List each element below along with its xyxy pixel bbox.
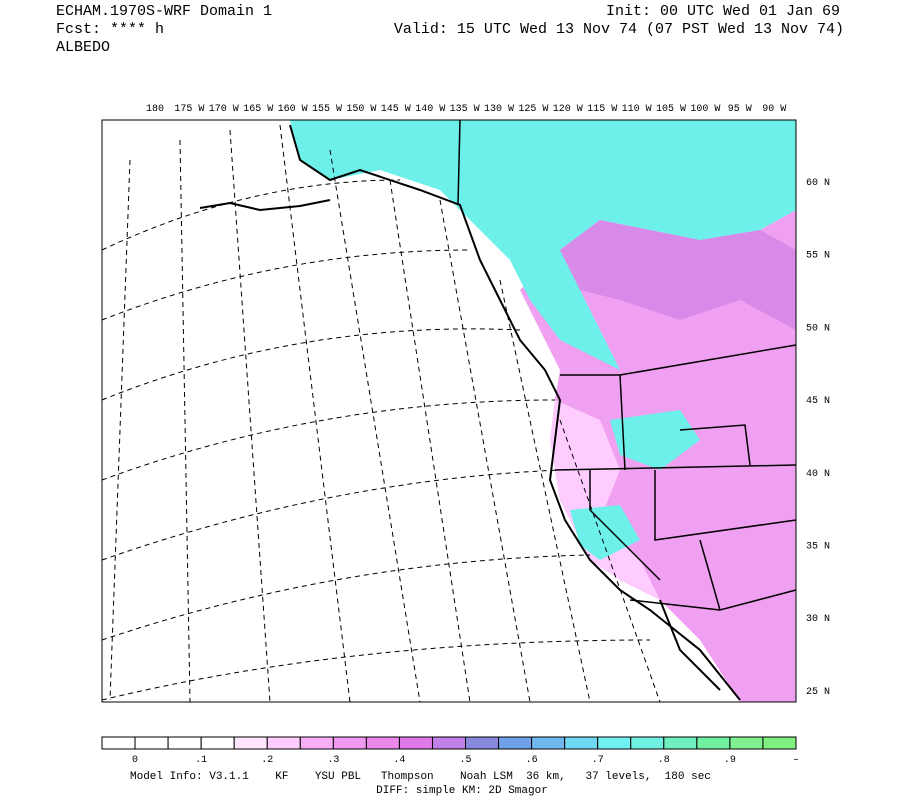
latitude-label: 35 N: [806, 542, 830, 553]
colorbar-box: [663, 736, 698, 750]
longitude-label: 155 W: [312, 104, 342, 115]
colorbar-box: [299, 736, 334, 750]
longitude-label: 130 W: [484, 104, 514, 115]
model-info: Model Info: V3.1.1 KF YSU PBL Thompson N…: [130, 771, 711, 783]
latitude-label: 30 N: [806, 614, 830, 625]
colorbar-box: [630, 736, 665, 750]
longitude-label: 100 W: [690, 104, 720, 115]
latitude-label: 50 N: [806, 323, 830, 334]
colorbar-label: .9: [724, 755, 736, 766]
latitude-label: 40 N: [806, 469, 830, 480]
colorbar-box: [531, 736, 566, 750]
light-pink-region: [550, 400, 660, 600]
longitude-label: 140 W: [415, 104, 445, 115]
colorbar-box: [762, 736, 797, 750]
longitude-label: 145 W: [381, 104, 411, 115]
graticule: [101, 124, 661, 703]
colorbar-box: [431, 736, 467, 750]
cyan-patch: [610, 410, 700, 470]
longitude-label: 115 W: [587, 104, 617, 115]
cyan-region: [290, 120, 796, 370]
longitude-label: 150 W: [346, 104, 376, 115]
colorbar-label: –: [793, 755, 799, 766]
colorbar-box: [465, 736, 500, 750]
colorbar-label: .4: [393, 755, 405, 766]
title: ECHAM.1970S-WRF Domain 1: [56, 3, 272, 20]
map-area: [101, 119, 797, 703]
longitude-label: 120 W: [553, 104, 583, 115]
valid-time: Valid: 15 UTC Wed 13 Nov 74 (07 PST Wed …: [394, 21, 844, 38]
colorbar-label: .3: [327, 755, 339, 766]
longitude-label: 110 W: [622, 104, 652, 115]
latitude-label: 25 N: [806, 687, 830, 698]
longitude-label: 125 W: [518, 104, 548, 115]
cyan-patch: [570, 505, 640, 560]
colorbar-box: [101, 736, 136, 750]
colorbar-box: [233, 736, 268, 750]
colorbar-label: .5: [460, 755, 472, 766]
latitude-label: 55 N: [806, 251, 830, 262]
longitude-label: 105 W: [656, 104, 686, 115]
longitude-label: 175 W: [174, 104, 204, 115]
longitude-label: 170 W: [209, 104, 239, 115]
longitude-label: 180: [146, 104, 164, 115]
colorbar-label: 0: [132, 755, 138, 766]
longitude-label: 95 W: [728, 104, 752, 115]
longitude-label: 165 W: [243, 104, 273, 115]
colorbar-box: [696, 736, 731, 750]
colorbar-label: .6: [526, 755, 538, 766]
colorbar-label: .2: [261, 755, 273, 766]
colorbar-box: [729, 736, 764, 750]
field-name: ALBEDO: [56, 39, 110, 56]
latitude-label: 60 N: [806, 178, 830, 189]
forecast: Fcst: **** h: [56, 21, 164, 38]
latitude-labels: 60 N 55 N 50 N 45 N 40 N 35 N 30 N 25 N: [806, 178, 830, 698]
longitude-label: 90 W: [762, 104, 786, 115]
colorbar-box: [398, 736, 433, 750]
colorbar-box: [564, 736, 599, 750]
colorbar-box: [498, 736, 533, 750]
colorbar-label: .7: [592, 755, 604, 766]
map-frame: [101, 119, 797, 703]
colorbar-box: [134, 736, 169, 750]
colorbar-label: .8: [658, 755, 670, 766]
purple-region: [560, 220, 796, 330]
longitude-label: 135 W: [450, 104, 480, 115]
diff-info: DIFF: simple KM: 2D Smagor: [376, 785, 548, 797]
borders: [457, 119, 797, 611]
colorbar-box: [200, 736, 235, 750]
colorbar: 0 .1 .2 .3 .4 .5 .6 .7 .8 .9 –: [101, 736, 799, 766]
longitude-labels: 180 175 W 170 W 165 W 160 W 155 W 150 W 145 W 14…: [146, 104, 786, 115]
coastline: [199, 124, 741, 701]
colorbar-box: [167, 736, 202, 750]
colorbar-label: .1: [195, 755, 207, 766]
init-time: Init: 00 UTC Wed 01 Jan 69: [606, 3, 840, 20]
longitude-label: 160 W: [278, 104, 308, 115]
latitude-label: 45 N: [806, 396, 830, 407]
colorbar-box: [597, 736, 632, 750]
colorbar-box: [365, 736, 400, 750]
colorbar-box: [266, 736, 301, 750]
colorbar-box: [332, 736, 367, 750]
